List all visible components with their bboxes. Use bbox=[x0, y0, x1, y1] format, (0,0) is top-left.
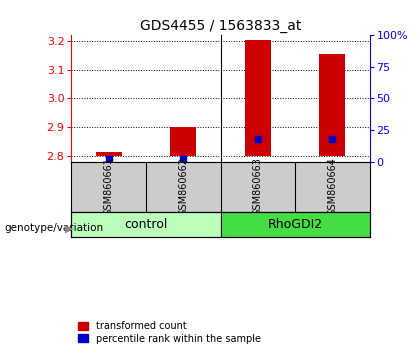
Bar bbox=[245, 40, 271, 156]
Text: control: control bbox=[124, 218, 168, 231]
Bar bbox=[170, 126, 196, 156]
Bar bbox=[71, 212, 220, 237]
Text: GSM860663: GSM860663 bbox=[253, 157, 263, 216]
Bar bbox=[220, 212, 370, 237]
Text: GSM860662: GSM860662 bbox=[178, 157, 188, 216]
Legend: transformed count, percentile rank within the sample: transformed count, percentile rank withi… bbox=[76, 319, 262, 346]
Bar bbox=[96, 152, 122, 156]
Text: ▶: ▶ bbox=[65, 223, 73, 233]
Text: genotype/variation: genotype/variation bbox=[4, 223, 103, 233]
Bar bbox=[319, 54, 345, 156]
Title: GDS4455 / 1563833_at: GDS4455 / 1563833_at bbox=[140, 19, 301, 33]
Text: GSM860664: GSM860664 bbox=[327, 157, 337, 216]
Text: RhoGDI2: RhoGDI2 bbox=[268, 218, 323, 231]
Text: GSM860661: GSM860661 bbox=[104, 157, 114, 216]
